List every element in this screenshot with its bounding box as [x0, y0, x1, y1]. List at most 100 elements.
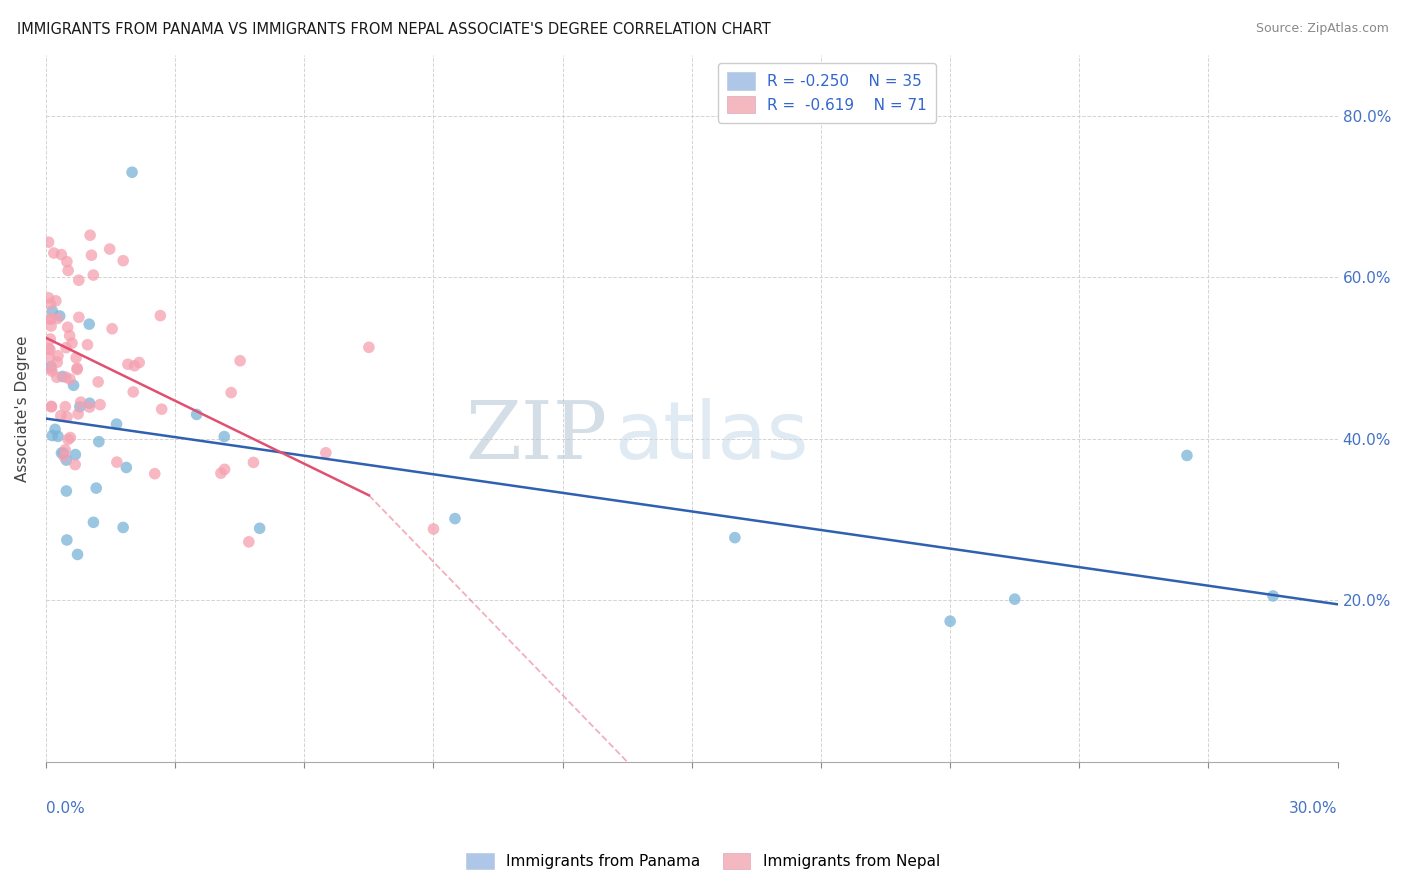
Point: [357, 340, 380, 354]
Point: [59, 328, 82, 343]
Point: [60, 336, 83, 351]
Point: [39, 296, 62, 310]
Point: [82, 268, 104, 282]
Point: [82, 516, 104, 530]
Point: [51, 247, 73, 261]
Point: [59, 430, 82, 444]
Text: ZIP: ZIP: [465, 398, 607, 475]
Point: [52, 446, 75, 460]
Point: [65, 448, 87, 462]
Text: atlas: atlas: [614, 398, 808, 475]
Point: [1004, 592, 1026, 607]
Point: [76, 337, 98, 351]
Point: [38, 351, 60, 365]
Point: [46, 355, 69, 369]
Point: [122, 384, 145, 399]
Point: [124, 359, 146, 373]
Point: [112, 253, 135, 268]
Point: [51, 446, 73, 460]
Point: [62, 378, 84, 392]
Point: [38, 342, 60, 356]
Point: [55, 341, 77, 355]
Point: [238, 534, 260, 549]
Point: [55, 370, 77, 384]
Point: [53, 400, 76, 414]
Point: [315, 446, 337, 460]
Point: [39, 343, 62, 357]
Point: [724, 531, 747, 545]
Point: [117, 357, 139, 371]
Point: [53, 442, 76, 457]
Point: [444, 511, 467, 525]
Point: [55, 483, 77, 498]
Point: [56, 433, 79, 447]
Point: [67, 407, 90, 421]
Point: [46, 429, 69, 443]
Legend: R = -0.250    N = 35, R =  -0.619    N = 71: R = -0.250 N = 35, R = -0.619 N = 71: [718, 62, 936, 122]
Point: [56, 320, 79, 334]
Point: [56, 254, 79, 268]
Point: [51, 369, 73, 384]
Point: [53, 450, 76, 464]
Point: [41, 400, 63, 414]
Y-axis label: Associate's Degree: Associate's Degree: [15, 335, 30, 482]
Point: [39, 359, 62, 374]
Point: [87, 434, 110, 449]
Point: [149, 309, 172, 323]
Point: [67, 310, 90, 325]
Point: [41, 364, 63, 378]
Point: [150, 402, 173, 417]
Point: [186, 408, 208, 422]
Point: [112, 520, 135, 534]
Point: [67, 273, 90, 287]
Point: [49, 409, 72, 423]
Point: [55, 453, 77, 467]
Point: [242, 455, 264, 469]
Text: IMMIGRANTS FROM PANAMA VS IMMIGRANTS FROM NEPAL ASSOCIATE'S DEGREE CORRELATION C: IMMIGRANTS FROM PANAMA VS IMMIGRANTS FRO…: [17, 22, 770, 37]
Point: [69, 400, 91, 414]
Point: [45, 370, 67, 384]
Point: [422, 522, 444, 536]
Point: [59, 372, 82, 386]
Point: [219, 385, 242, 400]
Point: [105, 455, 128, 469]
Point: [46, 311, 69, 326]
Text: 0.0%: 0.0%: [46, 801, 84, 815]
Point: [66, 361, 89, 376]
Point: [79, 228, 101, 243]
Point: [121, 165, 143, 179]
Point: [45, 293, 67, 308]
Point: [42, 246, 65, 260]
Point: [79, 400, 101, 414]
Point: [143, 467, 166, 481]
Point: [1261, 589, 1284, 603]
Text: 30.0%: 30.0%: [1289, 801, 1337, 815]
Point: [115, 460, 138, 475]
Point: [87, 375, 110, 389]
Point: [63, 458, 86, 472]
Point: [229, 353, 252, 368]
Point: [69, 395, 91, 409]
Point: [101, 322, 124, 336]
Point: [105, 417, 128, 431]
Point: [39, 312, 62, 326]
Point: [44, 422, 66, 436]
Point: [39, 311, 62, 326]
Point: [77, 317, 100, 331]
Point: [214, 462, 236, 476]
Point: [66, 548, 89, 562]
Point: [66, 362, 89, 376]
Point: [39, 362, 62, 376]
Point: [41, 400, 63, 414]
Text: Source: ZipAtlas.com: Source: ZipAtlas.com: [1256, 22, 1389, 36]
Point: [46, 349, 69, 363]
Point: [1175, 449, 1198, 463]
Point: [79, 396, 101, 410]
Point: [39, 332, 62, 346]
Point: [41, 428, 63, 442]
Point: [56, 533, 79, 547]
Point: [56, 263, 79, 277]
Point: [89, 398, 111, 412]
Point: [41, 304, 63, 318]
Point: [48, 309, 70, 323]
